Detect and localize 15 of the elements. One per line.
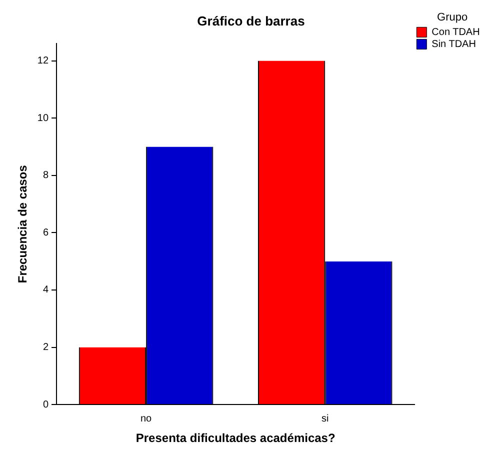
- y-tick-label: 2: [42, 342, 49, 354]
- legend-label: Sin TDAH: [432, 38, 476, 50]
- y-tick-label: 4: [42, 284, 49, 296]
- legend-label: Con TDAH: [432, 26, 480, 38]
- y-tick-label: 8: [42, 170, 49, 182]
- y-tick-label: 0: [42, 399, 49, 410]
- x-tick-label: si: [322, 413, 329, 424]
- y-tick-label: 12: [37, 56, 49, 67]
- x-tick-label: no: [140, 413, 152, 424]
- chart-title: Gráfico de barras: [197, 13, 305, 28]
- y-tick-label: 10: [37, 112, 49, 124]
- x-axis-title: Presenta dificultades académicas?: [136, 431, 336, 446]
- legend-title: Grupo: [437, 12, 468, 24]
- y-tick-label: 6: [42, 227, 49, 238]
- y-axis-title: Frecuencia de casos: [16, 164, 30, 284]
